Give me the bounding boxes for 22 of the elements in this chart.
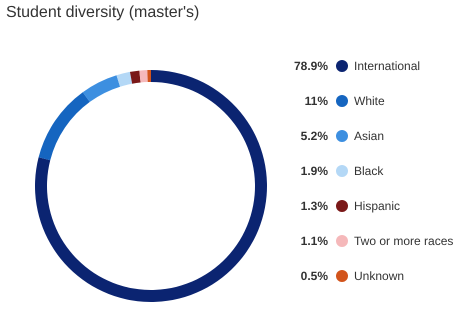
legend-label: Asian (354, 128, 384, 142)
chart-title: Student diversity (master's) (6, 4, 200, 22)
legend-label: Unknown (354, 268, 404, 282)
legend-label: White (354, 94, 385, 108)
data-label: 1.9% (300, 164, 328, 178)
donut-slice (139, 70, 148, 83)
legend-label: International (354, 58, 420, 72)
donut-slice (116, 72, 132, 87)
donut-slice (38, 92, 90, 160)
data-label: 1.1% (300, 234, 328, 248)
donut-slice (82, 75, 120, 102)
legend-label: Hispanic (354, 198, 400, 212)
data-label: 11% (304, 94, 328, 108)
legend-label: Black (354, 164, 384, 178)
legend-label: Two or more races (354, 234, 454, 248)
donut-slice (35, 70, 267, 302)
donut-slice (147, 70, 151, 82)
donut-slice (130, 70, 141, 84)
data-label: 78.9% (292, 58, 328, 72)
data-label: 0.5% (300, 268, 328, 282)
data-label: 5.2% (300, 128, 328, 142)
data-label: 1.3% (300, 198, 328, 212)
